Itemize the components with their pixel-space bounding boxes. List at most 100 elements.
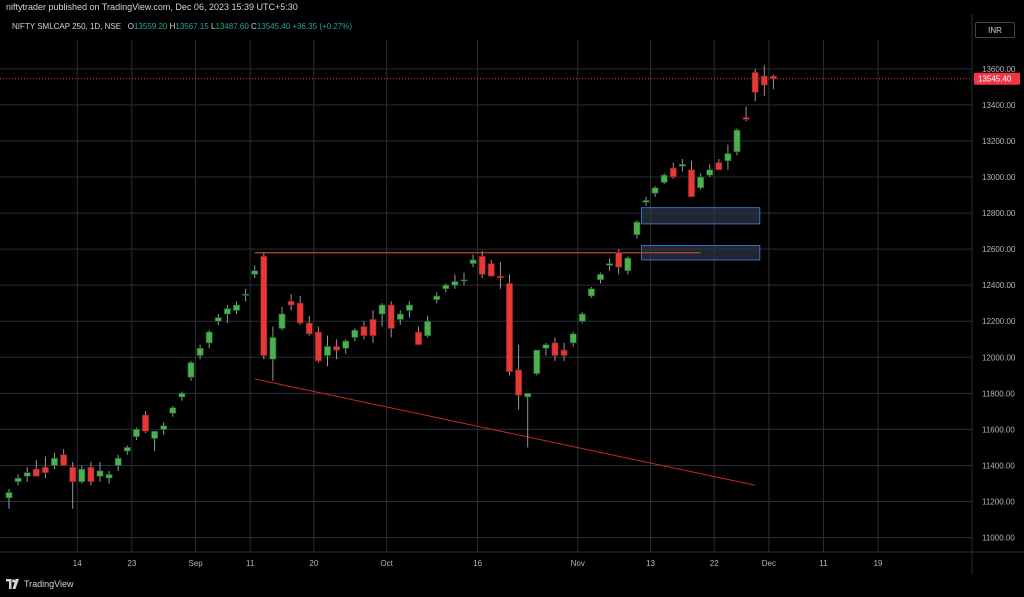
candle (405, 301, 413, 318)
candle (151, 430, 158, 452)
grid (0, 40, 972, 552)
candle-body (196, 347, 204, 356)
candle (424, 315, 431, 338)
y-tick-label: 11600.00 (982, 425, 1015, 434)
candle (114, 454, 122, 471)
demand-zone (640, 207, 761, 225)
candle (160, 422, 168, 435)
candle-body (669, 167, 677, 178)
candle (5, 488, 13, 509)
candle (187, 360, 195, 381)
candle-body (378, 304, 386, 315)
candle (23, 467, 31, 482)
candle-body (269, 337, 277, 360)
candle (542, 342, 550, 356)
candle-body (114, 457, 122, 466)
candle-body (742, 117, 750, 120)
candle-body (433, 295, 441, 300)
x-tick-label: 16 (473, 559, 482, 568)
candle (233, 301, 240, 315)
y-tick-label: 12600.00 (982, 245, 1016, 254)
candle (569, 332, 577, 347)
candle-body (242, 293, 249, 296)
candle (224, 305, 231, 324)
change-value: +36.35 (+0.27%) (292, 22, 353, 31)
candle (169, 405, 177, 417)
candle-body (224, 308, 231, 315)
candle (178, 391, 186, 401)
candle (205, 330, 213, 349)
candle-body (424, 320, 431, 336)
candle-body (587, 288, 595, 297)
candle-body (260, 256, 268, 356)
candle-body (333, 346, 340, 351)
high-label: H (169, 22, 176, 31)
candle-body (697, 176, 704, 189)
candle (333, 339, 340, 360)
candle (133, 427, 140, 441)
candle-body (478, 256, 486, 275)
candle (260, 252, 268, 360)
candle-body (5, 492, 13, 499)
candle (415, 326, 422, 345)
candle (396, 310, 404, 325)
candle-body (633, 221, 641, 236)
candle-body (305, 322, 313, 335)
tradingview-brand[interactable]: TradingView (6, 579, 74, 589)
x-tick-label: Sep (188, 559, 203, 568)
candle-body (87, 466, 95, 482)
candle-body (487, 263, 495, 277)
candle-body (415, 331, 422, 345)
candle-body (578, 313, 586, 322)
candle-body (524, 393, 532, 398)
candle (451, 274, 459, 289)
candle-body (41, 466, 49, 473)
candle (706, 164, 714, 178)
axes: 11000.00 11200.00 11400.00 11600.00 11800.00… (0, 14, 1024, 575)
candle (214, 314, 222, 325)
candle (360, 321, 368, 340)
candle-body (678, 164, 686, 167)
candle-body (769, 75, 777, 79)
candle (651, 186, 659, 197)
candle (606, 258, 613, 271)
candle (769, 74, 777, 90)
candle (269, 326, 277, 381)
candle (78, 465, 86, 484)
candle (760, 65, 768, 96)
candle (533, 349, 541, 376)
y-tick-label: 12400.00 (982, 281, 1016, 290)
candle (242, 288, 249, 302)
candle (369, 310, 377, 343)
candle (41, 456, 49, 479)
candle-body (205, 331, 213, 344)
candle (678, 158, 686, 172)
currency-button[interactable]: INR (975, 22, 1015, 38)
candle (587, 286, 595, 298)
candle (669, 162, 677, 179)
x-tick-label: 23 (127, 559, 136, 568)
candle-body (60, 454, 67, 466)
candle (196, 344, 204, 360)
candle (496, 261, 504, 289)
candle-body (69, 466, 77, 482)
y-tick-label: 11000.00 (982, 534, 1015, 543)
candle-body (569, 333, 577, 344)
candle-body (460, 279, 468, 282)
candle-body (32, 468, 40, 477)
candle-body (133, 429, 140, 437)
candle-body (14, 477, 22, 482)
candle-body (396, 313, 404, 320)
candle (51, 452, 58, 470)
candle (69, 461, 77, 509)
y-tick-label: 12800.00 (982, 209, 1016, 218)
candle (251, 265, 259, 278)
x-tick-label: 13 (646, 559, 655, 568)
candle (60, 449, 67, 466)
candle (287, 294, 295, 311)
candle-body (405, 304, 413, 311)
x-tick-label: 22 (710, 559, 719, 568)
candle-body (178, 393, 186, 398)
low-label: L (210, 22, 216, 31)
